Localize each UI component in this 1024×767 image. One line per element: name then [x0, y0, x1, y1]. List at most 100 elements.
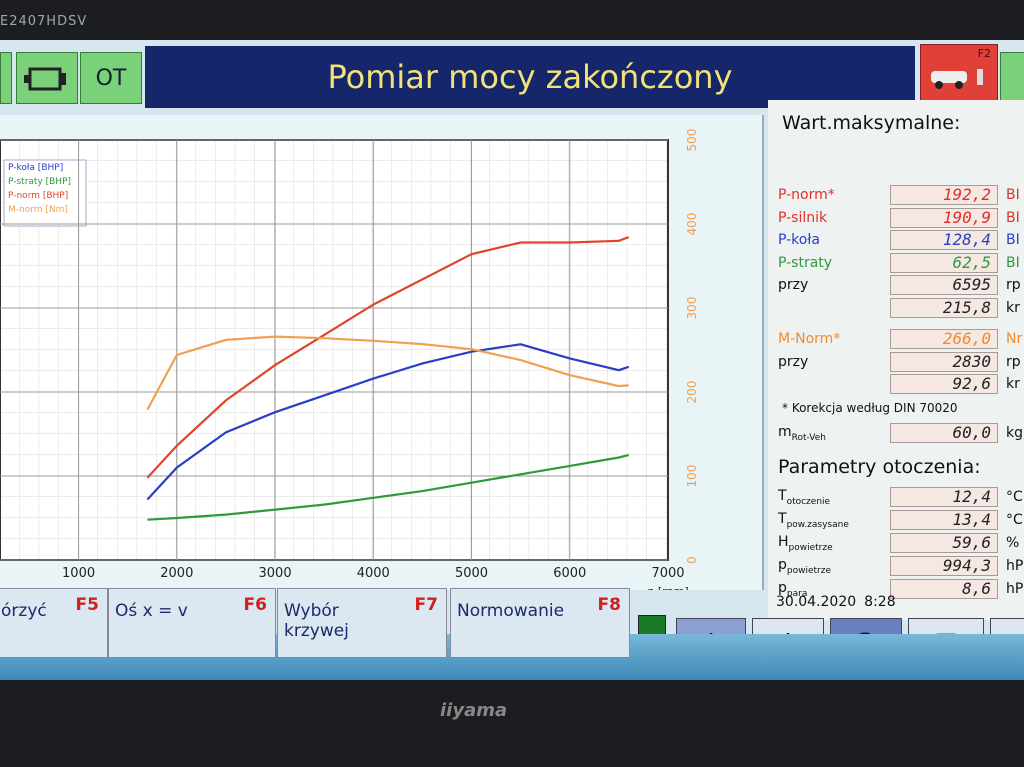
label-subscript: pow.zasysane — [786, 519, 849, 530]
curve — [147, 453, 629, 521]
value-box: 192,2 — [890, 185, 998, 205]
key-text: Oś x = v — [115, 601, 188, 621]
label-text: P-silnik — [778, 209, 828, 226]
car-icon — [931, 69, 983, 89]
value-row: P-norm* 192,2 BI — [778, 184, 1020, 206]
function-key[interactable]: F7 Wybór krzywej — [277, 588, 447, 658]
row-label: ppowietrze — [778, 557, 890, 576]
y2-tick-label: 300 — [685, 297, 699, 320]
curve — [146, 343, 630, 501]
value-box: 60,0 — [890, 423, 998, 443]
row-label: P-straty — [778, 255, 890, 271]
label-text: P-norm* — [778, 187, 835, 203]
value-row: Tpow.zasysane 13,4 °C — [778, 509, 1023, 531]
next-button[interactable] — [1000, 52, 1024, 104]
label-text: M-Norm* — [778, 331, 841, 347]
window-title: Pomiar mocy zakończony — [145, 46, 915, 108]
unit: °C — [1006, 489, 1023, 505]
value-box: 994,3 — [890, 556, 998, 576]
legend-entry: P-straty [BHP] — [8, 177, 71, 187]
y2-tick-label: 400 — [685, 213, 699, 236]
label-subscript: powietrze — [788, 542, 833, 553]
legend — [3, 159, 87, 227]
x-tick-label: 6000 — [553, 566, 586, 581]
engine-button[interactable] — [16, 52, 78, 104]
date: 30.04.2020 — [776, 594, 857, 610]
key-label: F7 — [414, 595, 438, 615]
label-text: P-koła — [778, 232, 820, 248]
x-axis-label: n [rpm] — [647, 585, 688, 590]
unit: BI — [1006, 254, 1020, 271]
legend-entry: M-norm [Nm] — [8, 205, 68, 215]
value-box: 12,4 — [890, 487, 998, 507]
key-text: Normowanie — [457, 601, 565, 621]
value-box: 190,9 — [890, 207, 998, 228]
x-tick-label: 5000 — [455, 566, 488, 581]
value-row: 215,8 kr — [778, 297, 1020, 319]
label-text: T — [778, 487, 787, 504]
engine-icon — [24, 67, 66, 91]
function-key[interactable]: F5 órzyć — [0, 588, 108, 658]
row-label: przy — [778, 354, 890, 370]
screen: OT Pomiar mocy zakończony F2 1000 2000 300… — [0, 40, 1024, 680]
panel-heading: Wart.maksymalne: — [782, 112, 961, 134]
key-text: Wybór krzywej — [284, 601, 349, 641]
value-row: P-silnik 190,9 BI — [778, 207, 1020, 229]
row-label: Totoczenie — [778, 488, 890, 507]
x-tick-label: 4000 — [357, 566, 390, 581]
monitor-model: E2407HDSV — [0, 14, 88, 29]
row-label: mRot-Veh — [778, 424, 890, 443]
timestamp: 30.04.2020 8:28 — [776, 594, 896, 610]
value-box: 59,6 — [890, 533, 998, 553]
value-row: 92,6 kr — [778, 373, 1020, 395]
value-row: P-koła 128,4 BI — [778, 229, 1020, 251]
ot-button[interactable]: OT — [80, 52, 142, 104]
chart-panel: 1000 2000 3000 4000 5000 6000 7000 n [rpm] 0 100 2… — [0, 115, 764, 598]
unit: BI — [1006, 187, 1020, 203]
unit: kr — [1006, 376, 1020, 392]
legend-entry: P-norm [BHP] — [8, 191, 68, 201]
value-box: 2830 — [890, 351, 998, 372]
label-text: p — [778, 556, 787, 573]
y2-tick-label: 500 — [685, 129, 699, 152]
function-key[interactable]: F8 Normowanie — [450, 588, 630, 658]
value-row: Totoczenie 12,4 °C — [778, 486, 1023, 508]
value-box: 6595 — [890, 275, 998, 295]
label-subscript: Rot-Veh — [791, 432, 826, 443]
row-label: M-Norm* — [778, 331, 890, 347]
monitor-brand: iiyama — [440, 700, 508, 721]
unit: % — [1006, 535, 1020, 551]
label-text: T — [778, 510, 787, 527]
row-label: przy — [778, 277, 890, 293]
tool-button[interactable] — [0, 52, 12, 104]
value-row: przy 6595 rp — [778, 274, 1021, 296]
unit: hP — [1006, 558, 1024, 574]
value-box: 62,5 — [890, 252, 998, 273]
unit: kg — [1006, 425, 1023, 441]
row-label: P-norm* — [778, 187, 890, 203]
value-box: 92,6 — [890, 374, 998, 394]
unit: °C — [1006, 512, 1023, 528]
x-tick-label: 7000 — [651, 566, 684, 581]
function-key[interactable]: F6 Oś x = v — [108, 588, 276, 658]
value-box: 128,4 — [890, 230, 998, 250]
unit: kr — [1006, 299, 1020, 316]
row-label: P-silnik — [778, 210, 890, 226]
unit: Nr — [1006, 331, 1023, 347]
unit: BI — [1006, 209, 1020, 226]
value-row: Hpowietrze 59,6% — [778, 532, 1019, 554]
time: 8:28 — [864, 594, 896, 610]
unit: rp — [1006, 277, 1021, 293]
key-label: F8 — [597, 595, 621, 615]
key-text: órzyć — [1, 601, 47, 621]
label-text: p — [778, 579, 787, 596]
f2-button[interactable]: F2 — [920, 44, 998, 102]
x-tick-label: 2000 — [160, 566, 193, 581]
value-row: ppowietrze 994,3 hP — [778, 555, 1023, 577]
value-row: M-Norm* 266,0 Nr — [778, 328, 1022, 350]
unit: rp — [1006, 353, 1021, 370]
unit: hP — [1006, 581, 1024, 597]
row-label: Hpowietrze — [778, 534, 890, 553]
value-box: 266,0 — [890, 329, 998, 349]
